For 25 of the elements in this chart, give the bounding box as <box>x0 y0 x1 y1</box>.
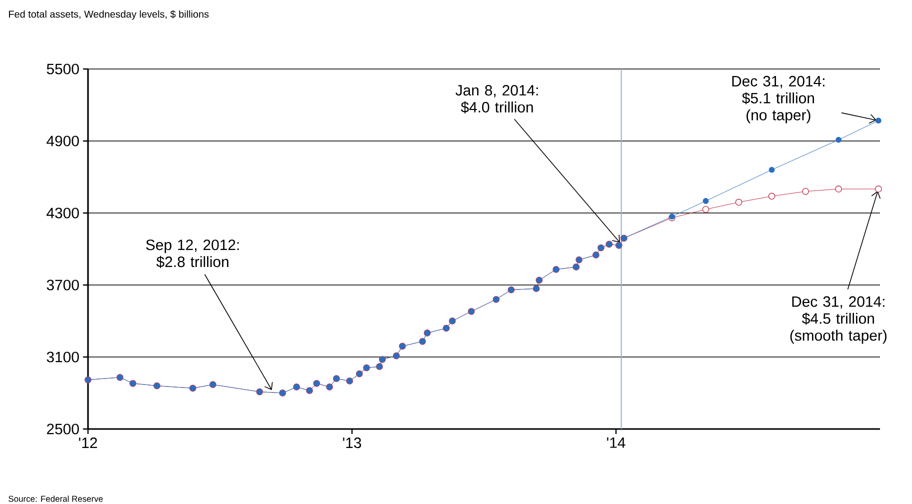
point <box>802 188 810 195</box>
source-note: Source: Federal Reserve <box>8 496 103 502</box>
annotation: Jan 8, 2014: $4.0 trillion <box>456 84 538 114</box>
y-tick-label: 3700 <box>46 280 79 290</box>
point <box>768 166 775 173</box>
point <box>735 198 742 206</box>
y-tick-label: 2500 <box>46 424 79 434</box>
annotation: Sep 12, 2012: $2.8 trillion <box>146 240 239 268</box>
point <box>836 136 842 143</box>
point <box>702 198 709 204</box>
x-tick-label: '13 <box>343 438 362 448</box>
annotation: Dec 31, 2014: $4.5 trillion (smooth taper) <box>790 296 886 344</box>
annotation: Dec 31, 2014: $5.1 trillion (no taper) <box>732 76 824 124</box>
point <box>835 186 842 192</box>
point <box>768 192 776 200</box>
point <box>874 186 882 192</box>
chart-title: Fed total assets, Wednesday levels, $ billions <box>9 10 209 20</box>
x-tick-label: '12 <box>79 438 97 448</box>
y-tick-label: 5500 <box>46 64 79 74</box>
y-tick-label: 4300 <box>46 208 79 218</box>
point <box>702 206 710 213</box>
y-tick-label: 4900 <box>46 136 79 146</box>
x-tick-label: '14 <box>607 438 626 448</box>
y-tick-label: 3100 <box>46 352 79 362</box>
point <box>875 118 882 124</box>
